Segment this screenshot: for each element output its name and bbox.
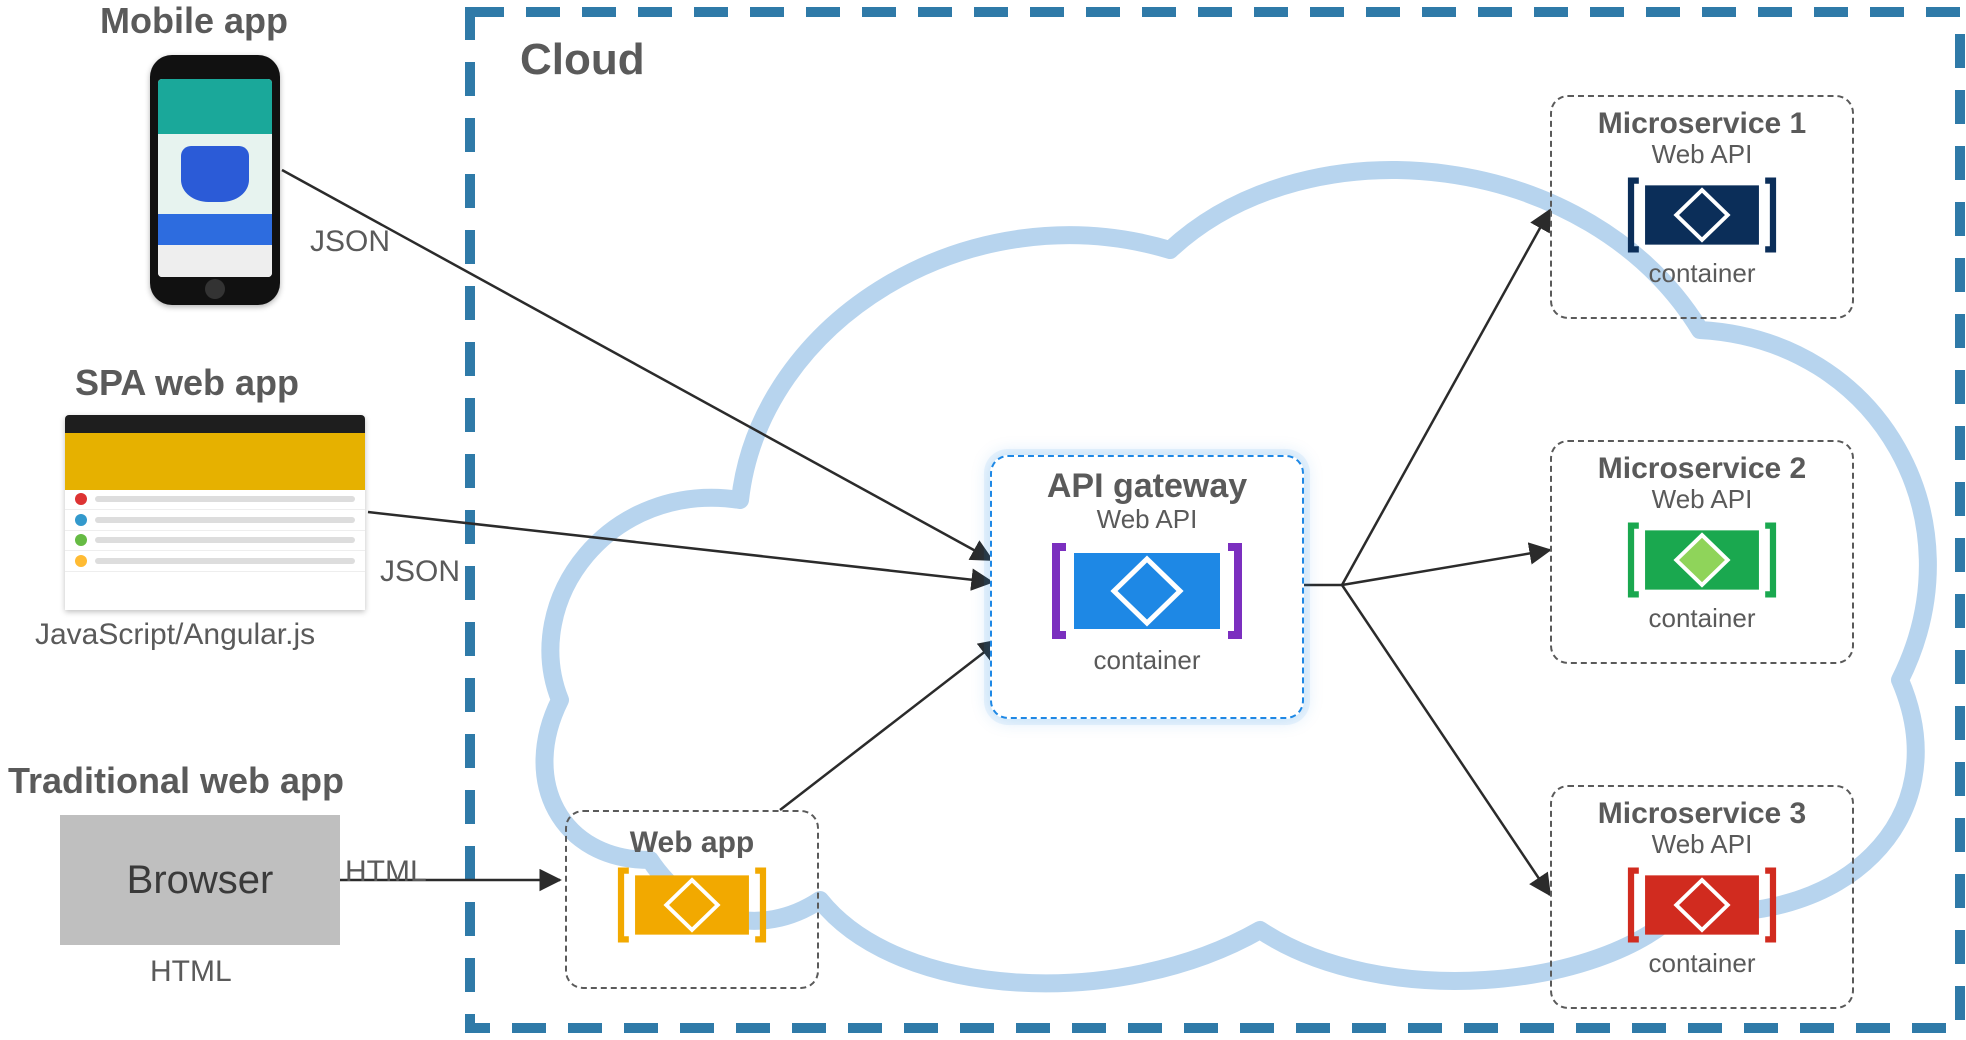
edge-api-ms3 — [1342, 585, 1550, 895]
ms3-footer: container — [1552, 948, 1852, 979]
ms3-subtitle: Web API — [1552, 829, 1852, 860]
ms2-subtitle: Web API — [1552, 484, 1852, 515]
browser-box: Browser — [60, 815, 340, 945]
spa-window — [65, 415, 365, 610]
edge-label-spa: JSON — [380, 555, 460, 589]
container-icon — [1627, 176, 1777, 254]
container-icon — [1052, 541, 1242, 641]
ms1-box: Microservice 1 Web API container — [1550, 95, 1854, 319]
container-icon — [1627, 521, 1777, 599]
container-icon — [617, 866, 767, 944]
edge-label-html: HTML — [345, 855, 427, 889]
ms2-box: Microservice 2 Web API container — [1550, 440, 1854, 664]
edges — [282, 170, 1550, 895]
ms2-footer: container — [1552, 603, 1852, 634]
api-title: API gateway — [992, 467, 1302, 506]
ms1-title: Microservice 1 — [1552, 107, 1852, 141]
api-gateway-box: API gateway Web API container — [990, 455, 1304, 719]
container-icon — [1627, 866, 1777, 944]
mobile-device — [150, 55, 280, 305]
ms2-title: Microservice 2 — [1552, 452, 1852, 486]
mobile-title: Mobile app — [100, 0, 288, 42]
webapp-title: Web app — [567, 826, 817, 860]
browser-box-label: Browser — [127, 858, 274, 903]
traditional-title: Traditional web app — [8, 760, 344, 802]
spa-subtitle: JavaScript/Angular.js — [35, 618, 315, 652]
edge-web-api — [780, 640, 1000, 810]
api-footer: container — [992, 645, 1302, 676]
cloud-label: Cloud — [520, 35, 645, 85]
traditional-subtitle: HTML — [150, 955, 232, 989]
edge-label-mobile: JSON — [310, 225, 390, 259]
diagram-stage: { "canvas": { "width": 1966, "height": 1… — [0, 0, 1966, 1040]
ms3-box: Microservice 3 Web API container — [1550, 785, 1854, 1009]
webapp-box: Web app — [565, 810, 819, 989]
ms1-footer: container — [1552, 258, 1852, 289]
api-subtitle: Web API — [992, 504, 1302, 535]
ms3-title: Microservice 3 — [1552, 797, 1852, 831]
edge-api-ms2 — [1342, 550, 1550, 585]
ms1-subtitle: Web API — [1552, 139, 1852, 170]
edge-spa-api — [368, 512, 992, 582]
edge-api-ms1 — [1342, 210, 1550, 585]
spa-title: SPA web app — [75, 362, 299, 404]
